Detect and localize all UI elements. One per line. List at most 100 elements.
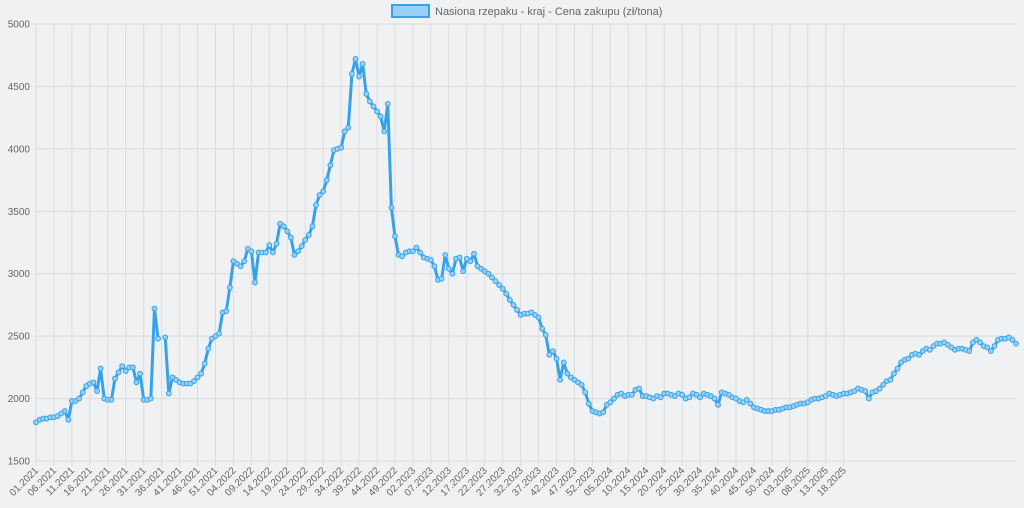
data-point[interactable] — [201, 360, 208, 367]
data-point[interactable] — [165, 390, 172, 397]
data-point[interactable] — [471, 250, 477, 257]
data-point[interactable] — [298, 243, 305, 250]
data-point[interactable] — [305, 232, 312, 238]
data-point[interactable] — [991, 343, 998, 350]
data-point[interactable] — [356, 73, 362, 80]
data-point[interactable] — [338, 144, 345, 151]
data-point[interactable] — [115, 369, 122, 376]
data-point[interactable] — [1009, 336, 1016, 343]
data-point[interactable] — [503, 290, 510, 297]
data-point[interactable] — [205, 345, 212, 352]
data-point[interactable] — [384, 101, 391, 107]
data-point[interactable] — [456, 254, 463, 261]
data-point[interactable] — [366, 98, 373, 105]
data-point[interactable] — [686, 394, 693, 401]
data-point[interactable] — [323, 177, 330, 183]
data-point[interactable] — [248, 248, 255, 255]
data-point[interactable] — [887, 376, 894, 383]
data-point[interactable] — [427, 257, 434, 263]
data-point[interactable] — [388, 204, 395, 211]
data-point[interactable] — [162, 334, 169, 341]
data-point[interactable] — [510, 302, 517, 308]
data-point[interactable] — [488, 274, 495, 281]
data-point[interactable] — [399, 253, 406, 260]
data-point[interactable] — [560, 359, 567, 366]
data-point[interactable] — [442, 252, 449, 258]
data-point[interactable] — [880, 381, 887, 388]
data-point[interactable] — [467, 258, 474, 265]
legend-swatch[interactable] — [391, 4, 430, 18]
data-point[interactable] — [76, 395, 82, 402]
data-point[interactable] — [94, 388, 100, 394]
data-point[interactable] — [90, 379, 97, 386]
data-point[interactable] — [291, 252, 298, 258]
data-point[interactable] — [600, 409, 607, 416]
data-point[interactable] — [431, 263, 438, 270]
data-point[interactable] — [198, 370, 205, 377]
data-point[interactable] — [61, 408, 68, 414]
data-point[interactable] — [926, 346, 933, 353]
data-point[interactable] — [223, 308, 230, 315]
data-point[interactable] — [65, 416, 72, 423]
data-point[interactable] — [345, 124, 352, 131]
data-point[interactable] — [377, 113, 384, 120]
data-point[interactable] — [266, 242, 273, 248]
data-point[interactable] — [535, 314, 542, 321]
data-point[interactable] — [119, 363, 126, 370]
data-point[interactable] — [191, 378, 197, 384]
data-point[interactable] — [539, 325, 546, 332]
data-point[interactable] — [295, 248, 301, 255]
data-point[interactable] — [155, 335, 161, 342]
data-point[interactable] — [492, 278, 499, 285]
data-point[interactable] — [514, 307, 520, 313]
data-point[interactable] — [582, 389, 589, 396]
data-point[interactable] — [743, 396, 750, 403]
data-point[interactable] — [370, 103, 377, 110]
data-point[interactable] — [611, 395, 617, 402]
data-point[interactable] — [270, 249, 276, 256]
series-points[interactable] — [33, 56, 1019, 426]
data-point[interactable] — [413, 244, 420, 251]
data-point[interactable] — [348, 71, 355, 77]
data-point[interactable] — [585, 400, 592, 407]
data-point[interactable] — [496, 282, 502, 288]
data-point[interactable] — [133, 379, 140, 386]
data-point[interactable] — [891, 370, 897, 377]
legend[interactable]: Nasiona rzepaku - kraj - Cena zakupu (zł… — [391, 4, 662, 18]
legend-label[interactable]: Nasiona rzepaku - kraj - Cena zakupu (zł… — [435, 6, 662, 18]
data-point[interactable] — [363, 91, 370, 97]
data-point[interactable] — [359, 61, 366, 67]
data-point[interactable] — [302, 237, 309, 243]
data-point[interactable] — [460, 268, 467, 275]
data-point[interactable] — [112, 375, 118, 382]
data-point[interactable] — [313, 202, 319, 208]
data-point[interactable] — [252, 279, 258, 286]
data-point[interactable] — [79, 389, 86, 396]
data-point[interactable] — [237, 263, 244, 270]
data-point[interactable] — [449, 270, 456, 277]
data-point[interactable] — [628, 391, 635, 398]
data-point[interactable] — [506, 297, 513, 303]
data-point[interactable] — [607, 399, 614, 406]
data-point[interactable] — [410, 248, 416, 255]
data-point[interactable] — [865, 395, 872, 402]
data-point[interactable] — [216, 330, 222, 337]
data-point[interactable] — [417, 249, 424, 256]
data-point[interactable] — [697, 394, 704, 401]
data-point[interactable] — [987, 348, 994, 355]
data-point[interactable] — [711, 395, 718, 402]
data-point[interactable] — [966, 348, 973, 355]
data-point[interactable] — [550, 348, 556, 355]
data-point[interactable] — [445, 265, 452, 272]
data-point[interactable] — [122, 368, 129, 375]
data-point[interactable] — [438, 275, 445, 282]
data-point[interactable] — [151, 305, 158, 312]
data-point[interactable] — [546, 351, 553, 358]
data-point[interactable] — [1013, 340, 1019, 347]
data-point[interactable] — [984, 344, 991, 351]
data-point[interactable] — [194, 374, 201, 381]
data-point[interactable] — [679, 391, 686, 398]
data-point[interactable] — [715, 401, 721, 408]
data-point[interactable] — [108, 396, 115, 403]
data-point[interactable] — [578, 381, 585, 388]
